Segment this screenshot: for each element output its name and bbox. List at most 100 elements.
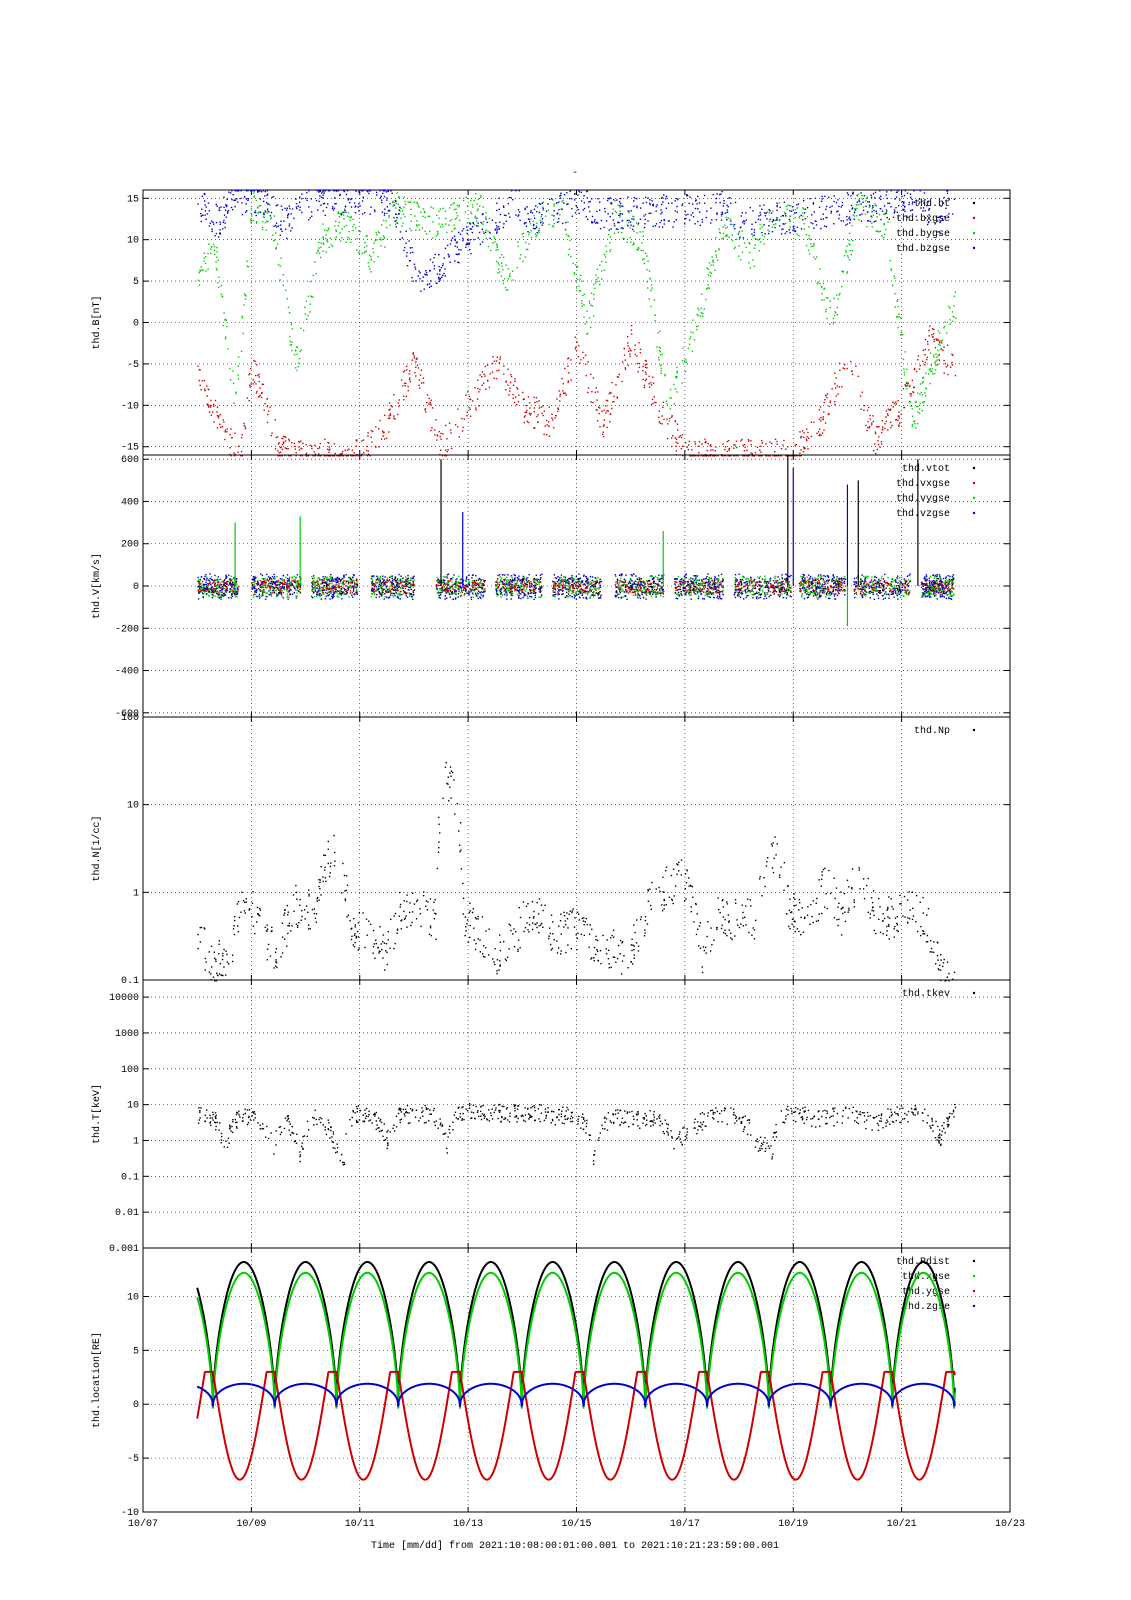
data-point-thd.bxgse [874, 432, 877, 435]
data-point-thd.bygse [619, 210, 621, 212]
data-point-thd.vzgse [318, 589, 320, 591]
data-point-thd.vygse [397, 590, 399, 592]
data-point-thd.bzgse [438, 265, 440, 268]
data-point-thd.vzgse [336, 576, 339, 579]
data-point-thd.bzgse [296, 207, 298, 210]
data-point-thd.vtot [481, 584, 483, 586]
data-point-thd.bygse [300, 327, 302, 329]
data-point-thd.bzgse [786, 230, 788, 233]
data-point-thd.bzgse [726, 204, 728, 207]
data-point-thd.bzgse [781, 214, 784, 217]
data-point-thd.bxgse [686, 446, 688, 448]
data-point-thd.bygse [508, 275, 511, 277]
data-point-thd.bygse [581, 280, 583, 282]
data-point-thd.bygse [337, 212, 339, 215]
data-point-thd.vtot [273, 591, 276, 594]
data-point-thd.bygse [658, 359, 660, 361]
data-point-thd.vtot [198, 592, 200, 594]
data-point-thd.vygse [254, 593, 257, 596]
data-point-thd.bygse [318, 241, 320, 244]
data-point-thd.bzgse [923, 192, 926, 194]
data-point-thd.bxgse [644, 366, 647, 369]
data-point-thd.vxgse [452, 588, 454, 590]
data-point-thd.bzgse [830, 210, 832, 213]
data-point-thd.vzgse [339, 580, 342, 583]
data-point-thd.bzgse [902, 209, 905, 211]
data-point-thd.bygse [203, 252, 205, 254]
data-point-thd.bzgse [860, 203, 862, 205]
data-point-thd.bxgse [874, 443, 876, 445]
data-point-thd.bzgse [880, 195, 882, 197]
data-point-thd.bxgse [616, 397, 619, 399]
data-point-thd.bxgse [709, 455, 711, 457]
data-point-thd.bxgse [219, 413, 221, 416]
data-point-thd.bxgse [705, 440, 707, 443]
data-point-thd.bxgse [722, 443, 724, 445]
data-point-thd.bygse [232, 382, 235, 385]
data-point-thd.bxgse [774, 438, 777, 441]
data-point-thd.vxgse [386, 581, 388, 584]
data-point-thd.vzgse [271, 576, 274, 578]
data-point-thd.bygse [583, 304, 585, 306]
data-point-thd.bygse [865, 197, 868, 199]
data-point-thd.bygse [919, 393, 921, 395]
data-point-thd.bygse [291, 328, 294, 330]
data-point-thd.vzgse [412, 583, 414, 585]
data-point-thd.vxgse [237, 590, 239, 592]
data-point-thd.bygse [216, 256, 218, 258]
data-point-thd.vygse [271, 579, 273, 581]
data-point-thd.bzgse [887, 202, 889, 204]
data-point-thd.bygse [614, 200, 616, 202]
data-point-thd.bxgse [328, 451, 330, 454]
data-point-thd.bygse [706, 267, 708, 270]
data-point-thd.bxgse [346, 449, 349, 452]
data-point-thd.bzgse [264, 210, 266, 212]
data-point-thd.bzgse [358, 203, 360, 205]
data-point-thd.bxgse [624, 367, 627, 369]
data-point-thd.bxgse [317, 447, 319, 450]
data-point-thd.bxgse [537, 421, 539, 423]
data-point-thd.bxgse [669, 417, 671, 420]
data-point-thd.vxgse [327, 583, 329, 585]
data-point-thd.bzgse [825, 216, 827, 219]
data-point-thd.bygse [482, 221, 485, 223]
data-point-thd.bzgse [433, 268, 436, 270]
data-point-thd.bzgse [510, 190, 513, 192]
data-point-thd.vxgse [268, 580, 270, 582]
data-point-thd.vxgse [287, 585, 289, 588]
data-point-thd.vtot [235, 581, 237, 584]
data-point-thd.vxgse [261, 583, 264, 585]
data-point-thd.bygse [356, 238, 358, 240]
data-point-thd.bxgse [436, 439, 438, 441]
data-point-thd.bxgse [912, 391, 914, 393]
data-point-thd.bxgse [609, 413, 612, 415]
data-point-thd.bxgse [899, 422, 901, 424]
data-point-thd.bxgse [807, 437, 810, 440]
data-point-thd.bzgse [595, 222, 597, 224]
data-point-thd.bxgse [610, 392, 612, 394]
data-point-thd.vygse [322, 586, 325, 588]
data-point-thd.bzgse [867, 211, 869, 213]
data-point-thd.bzgse [327, 190, 329, 192]
data-point-thd.bxgse [924, 364, 926, 366]
data-point-thd.bygse [271, 234, 274, 236]
data-point-thd.bxgse [627, 345, 629, 347]
data-point-thd.bygse [341, 237, 343, 239]
data-point-thd.bygse [413, 201, 416, 203]
data-point-thd.bygse [210, 245, 213, 248]
data-point-thd.bxgse [926, 358, 928, 361]
data-point-thd.bzgse [454, 238, 456, 240]
data-point-thd.bzgse [722, 213, 724, 215]
data-point-thd.bygse [581, 300, 583, 302]
data-point-thd.vygse [208, 595, 210, 597]
data-point-thd.bxgse [516, 388, 519, 390]
data-point-thd.bygse [255, 199, 257, 202]
data-point-thd.bzgse [783, 223, 785, 225]
legend-marker [972, 201, 976, 205]
data-point-thd.bygse [224, 338, 227, 340]
data-point-thd.bxgse [492, 356, 494, 358]
data-point-thd.bxgse [676, 423, 679, 425]
data-point-thd.vygse [289, 581, 291, 583]
data-point-thd.bzgse [247, 190, 249, 192]
data-point-thd.bxgse [528, 412, 531, 415]
